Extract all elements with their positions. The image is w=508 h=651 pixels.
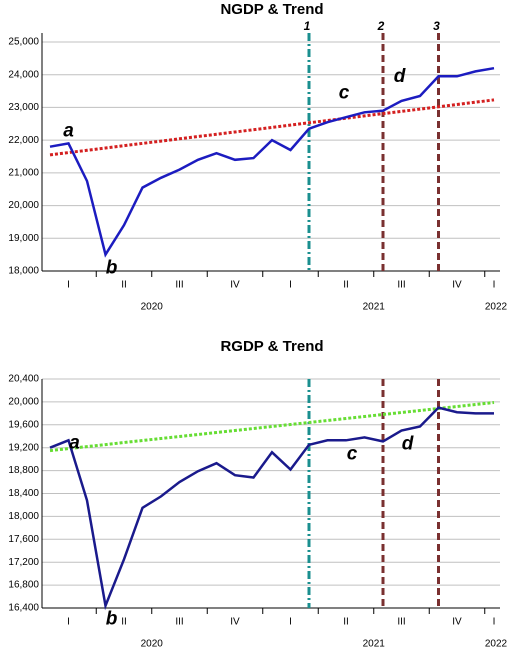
- x-tick-label: I: [289, 280, 292, 291]
- y-tick-label: 20,400: [8, 374, 39, 385]
- annotation: b: [106, 609, 118, 630]
- x-tick-label: II: [343, 280, 349, 291]
- y-tick-label: 24,000: [8, 69, 39, 80]
- year-label: 2020: [141, 302, 164, 313]
- chart-title: NGDP & Trend: [220, 1, 323, 18]
- chart-title: RGDP & Trend: [220, 338, 323, 355]
- x-tick-label: IV: [230, 617, 240, 628]
- reference-label: 3: [433, 19, 440, 33]
- y-tick-label: 21,000: [8, 167, 39, 178]
- annotation: d: [394, 66, 406, 87]
- series-line: [49, 66, 495, 258]
- x-tick-label: III: [397, 617, 405, 628]
- x-tick-label: II: [343, 617, 349, 628]
- y-tick-label: 20,000: [8, 397, 39, 408]
- y-tick-label: 18,000: [8, 511, 39, 522]
- x-tick-label: III: [397, 280, 405, 291]
- y-tick-label: 22,000: [8, 135, 39, 146]
- x-tick-label: I: [67, 617, 70, 628]
- y-tick-label: 18,000: [8, 266, 39, 277]
- y-tick-label: 18,400: [8, 488, 39, 499]
- x-tick-label: I: [493, 280, 496, 291]
- y-tick-label: 23,000: [8, 102, 39, 113]
- x-tick-label: IV: [452, 617, 462, 628]
- x-tick-label: II: [121, 280, 127, 291]
- annotation: d: [402, 434, 414, 455]
- x-tick-label: I: [289, 617, 292, 628]
- x-tick-label: III: [175, 280, 183, 291]
- annotation: a: [69, 432, 80, 453]
- x-tick-label: I: [67, 280, 70, 291]
- year-label: 2022: [485, 302, 508, 313]
- reference-label: 1: [304, 19, 311, 33]
- year-label: 2021: [363, 639, 386, 650]
- annotation: a: [63, 120, 74, 141]
- y-tick-label: 19,600: [8, 419, 39, 430]
- y-tick-label: 16,800: [8, 580, 39, 591]
- annotation: c: [347, 443, 358, 464]
- y-tick-label: 19,200: [8, 442, 39, 453]
- y-tick-label: 16,400: [8, 603, 39, 614]
- x-tick-label: III: [175, 617, 183, 628]
- series-line: [49, 98, 495, 157]
- year-label: 2021: [363, 302, 386, 313]
- x-tick-label: IV: [230, 280, 240, 291]
- x-tick-label: I: [493, 617, 496, 628]
- series-line: [49, 406, 494, 611]
- y-tick-label: 18,800: [8, 465, 39, 476]
- x-tick-label: IV: [452, 280, 462, 291]
- annotation: b: [106, 258, 118, 279]
- y-tick-label: 20,000: [8, 200, 39, 211]
- reference-label: 2: [377, 19, 385, 33]
- year-label: 2022: [485, 639, 508, 650]
- y-tick-label: 25,000: [8, 37, 39, 48]
- annotation: c: [339, 82, 350, 103]
- year-label: 2020: [141, 639, 164, 650]
- series-line: [49, 401, 495, 453]
- y-tick-label: 19,000: [8, 233, 39, 244]
- y-tick-label: 17,600: [8, 534, 39, 545]
- x-tick-label: II: [121, 617, 127, 628]
- y-tick-label: 17,200: [8, 557, 39, 568]
